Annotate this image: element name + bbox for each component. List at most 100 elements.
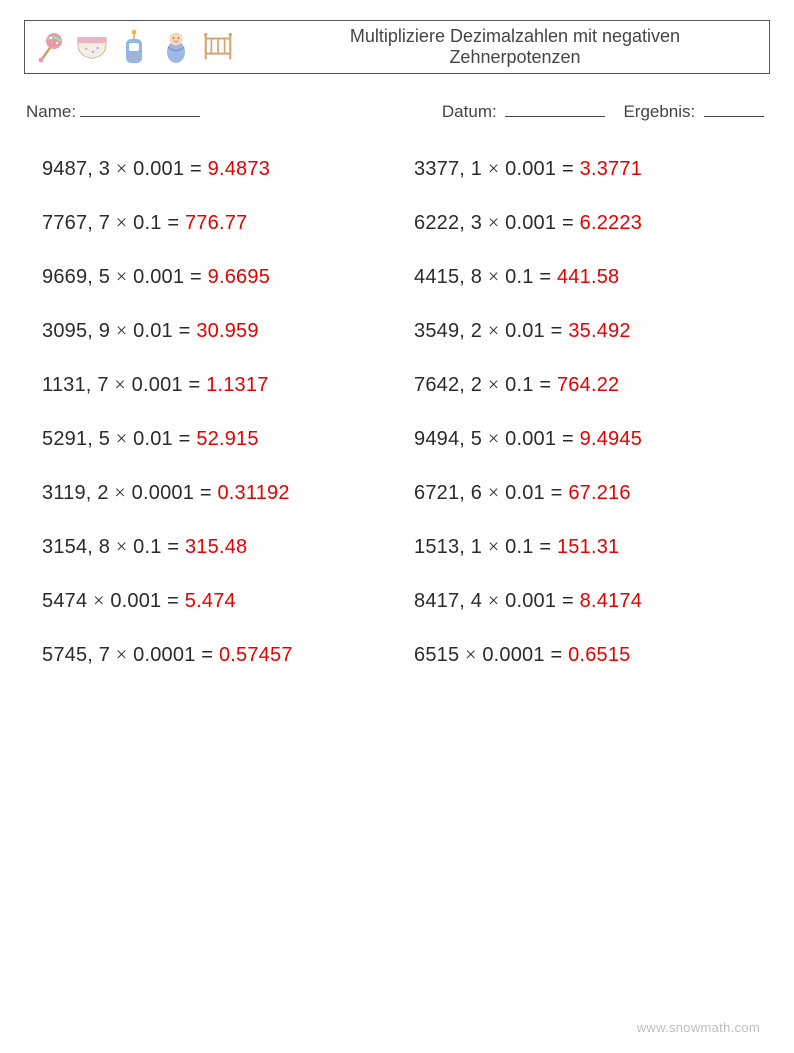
operand: 3549, 2 xyxy=(414,320,482,342)
equals: = xyxy=(179,428,191,450)
factor: 0.0001 xyxy=(482,644,544,666)
equals: = xyxy=(190,158,202,180)
equals: = xyxy=(539,374,551,396)
problem-row: 4415, 8 × 0.1 = 441.58 xyxy=(414,266,766,289)
equals: = xyxy=(551,482,563,504)
answer: 0.57457 xyxy=(219,644,293,666)
diaper-icon xyxy=(75,28,109,66)
problem-row: 5291, 5 × 0.01 = 52.915 xyxy=(42,428,394,451)
equals: = xyxy=(562,212,574,234)
mult-sign: × xyxy=(116,266,127,288)
header-box: Multipliziere Dezimalzahlen mit negative… xyxy=(24,20,770,74)
operand: 4415, 8 xyxy=(414,266,482,288)
equals: = xyxy=(562,428,574,450)
factor: 0.1 xyxy=(133,536,161,558)
problem-row: 1513, 1 × 0.1 = 151.31 xyxy=(414,536,766,559)
operand: 6721, 6 xyxy=(414,482,482,504)
problem-row: 5745, 7 × 0.0001 = 0.57457 xyxy=(42,644,394,667)
mult-sign: × xyxy=(465,644,476,666)
operand: 9487, 3 xyxy=(42,158,110,180)
mult-sign: × xyxy=(116,158,127,180)
equals: = xyxy=(562,590,574,612)
problem-row: 6721, 6 × 0.01 = 67.216 xyxy=(414,482,766,505)
factor: 0.001 xyxy=(133,266,184,288)
mult-sign: × xyxy=(93,590,104,612)
problem-row: 7767, 7 × 0.1 = 776.77 xyxy=(42,212,394,235)
operand: 9669, 5 xyxy=(42,266,110,288)
answer: 151.31 xyxy=(557,536,619,558)
equals: = xyxy=(562,158,574,180)
worksheet-page: Multipliziere Dezimalzahlen mit negative… xyxy=(0,0,794,1053)
title-line1: Multipliziere Dezimalzahlen mit negative… xyxy=(350,26,680,46)
problem-row: 6222, 3 × 0.001 = 6.2223 xyxy=(414,212,766,235)
problem-row: 5474 × 0.001 = 5.474 xyxy=(42,590,394,613)
factor: 0.0001 xyxy=(132,482,194,504)
equals: = xyxy=(190,266,202,288)
answer: 30.959 xyxy=(196,320,258,342)
operand: 5474 xyxy=(42,590,87,612)
equals: = xyxy=(189,374,201,396)
operand: 1513, 1 xyxy=(414,536,482,558)
mult-sign: × xyxy=(116,644,127,666)
factor: 0.001 xyxy=(505,158,556,180)
operand: 5291, 5 xyxy=(42,428,110,450)
answer: 776.77 xyxy=(185,212,247,234)
mult-sign: × xyxy=(116,428,127,450)
factor: 0.001 xyxy=(132,374,183,396)
problem-row: 3154, 8 × 0.1 = 315.48 xyxy=(42,536,394,559)
answer: 67.216 xyxy=(568,482,630,504)
equals: = xyxy=(167,536,179,558)
mult-sign: × xyxy=(116,536,127,558)
meta-result: Ergebnis: xyxy=(623,100,764,122)
mult-sign: × xyxy=(488,428,499,450)
header-icons xyxy=(31,28,235,66)
equals: = xyxy=(539,536,551,558)
mult-sign: × xyxy=(114,482,125,504)
answer: 8.4174 xyxy=(580,590,642,612)
answer: 5.474 xyxy=(185,590,236,612)
equals: = xyxy=(551,320,563,342)
problems-grid: 9487, 3 × 0.001 = 9.4873 3377, 1 × 0.001 … xyxy=(24,158,770,667)
problem-row: 7642, 2 × 0.1 = 764.22 xyxy=(414,374,766,397)
meta-date: Datum: xyxy=(442,100,606,122)
answer: 35.492 xyxy=(568,320,630,342)
result-blank xyxy=(704,100,764,117)
operand: 3154, 8 xyxy=(42,536,110,558)
equals: = xyxy=(550,644,562,666)
problem-row: 3549, 2 × 0.01 = 35.492 xyxy=(414,320,766,343)
name-label: Name: xyxy=(26,102,76,122)
crib-icon xyxy=(201,28,235,66)
factor: 0.001 xyxy=(133,158,184,180)
answer: 52.915 xyxy=(196,428,258,450)
mult-sign: × xyxy=(488,590,499,612)
operand: 3119, 2 xyxy=(42,482,109,504)
worksheet-title: Multipliziere Dezimalzahlen mit negative… xyxy=(235,26,759,67)
answer: 6.2223 xyxy=(580,212,642,234)
problem-row: 8417, 4 × 0.001 = 8.4174 xyxy=(414,590,766,613)
equals: = xyxy=(179,320,191,342)
answer: 3.3771 xyxy=(580,158,642,180)
factor: 0.1 xyxy=(505,266,533,288)
mult-sign: × xyxy=(488,212,499,234)
problem-row: 1131, 7 × 0.001 = 1.1317 xyxy=(42,374,394,397)
mult-sign: × xyxy=(488,482,499,504)
operand: 3095, 9 xyxy=(42,320,110,342)
operand: 1131, 7 xyxy=(42,374,109,396)
operand: 8417, 4 xyxy=(414,590,482,612)
mult-sign: × xyxy=(488,158,499,180)
problem-row: 6515 × 0.0001 = 0.6515 xyxy=(414,644,766,667)
equals: = xyxy=(167,212,179,234)
factor: 0.001 xyxy=(505,428,556,450)
mult-sign: × xyxy=(488,374,499,396)
date-label: Datum: xyxy=(442,102,497,121)
factor: 0.001 xyxy=(505,212,556,234)
problem-row: 9487, 3 × 0.001 = 9.4873 xyxy=(42,158,394,181)
mult-sign: × xyxy=(116,212,127,234)
problem-row: 9669, 5 × 0.001 = 9.6695 xyxy=(42,266,394,289)
problem-row: 3377, 1 × 0.001 = 3.3771 xyxy=(414,158,766,181)
name-blank xyxy=(80,100,200,117)
equals: = xyxy=(539,266,551,288)
mult-sign: × xyxy=(116,320,127,342)
operand: 5745, 7 xyxy=(42,644,110,666)
answer: 0.6515 xyxy=(568,644,630,666)
